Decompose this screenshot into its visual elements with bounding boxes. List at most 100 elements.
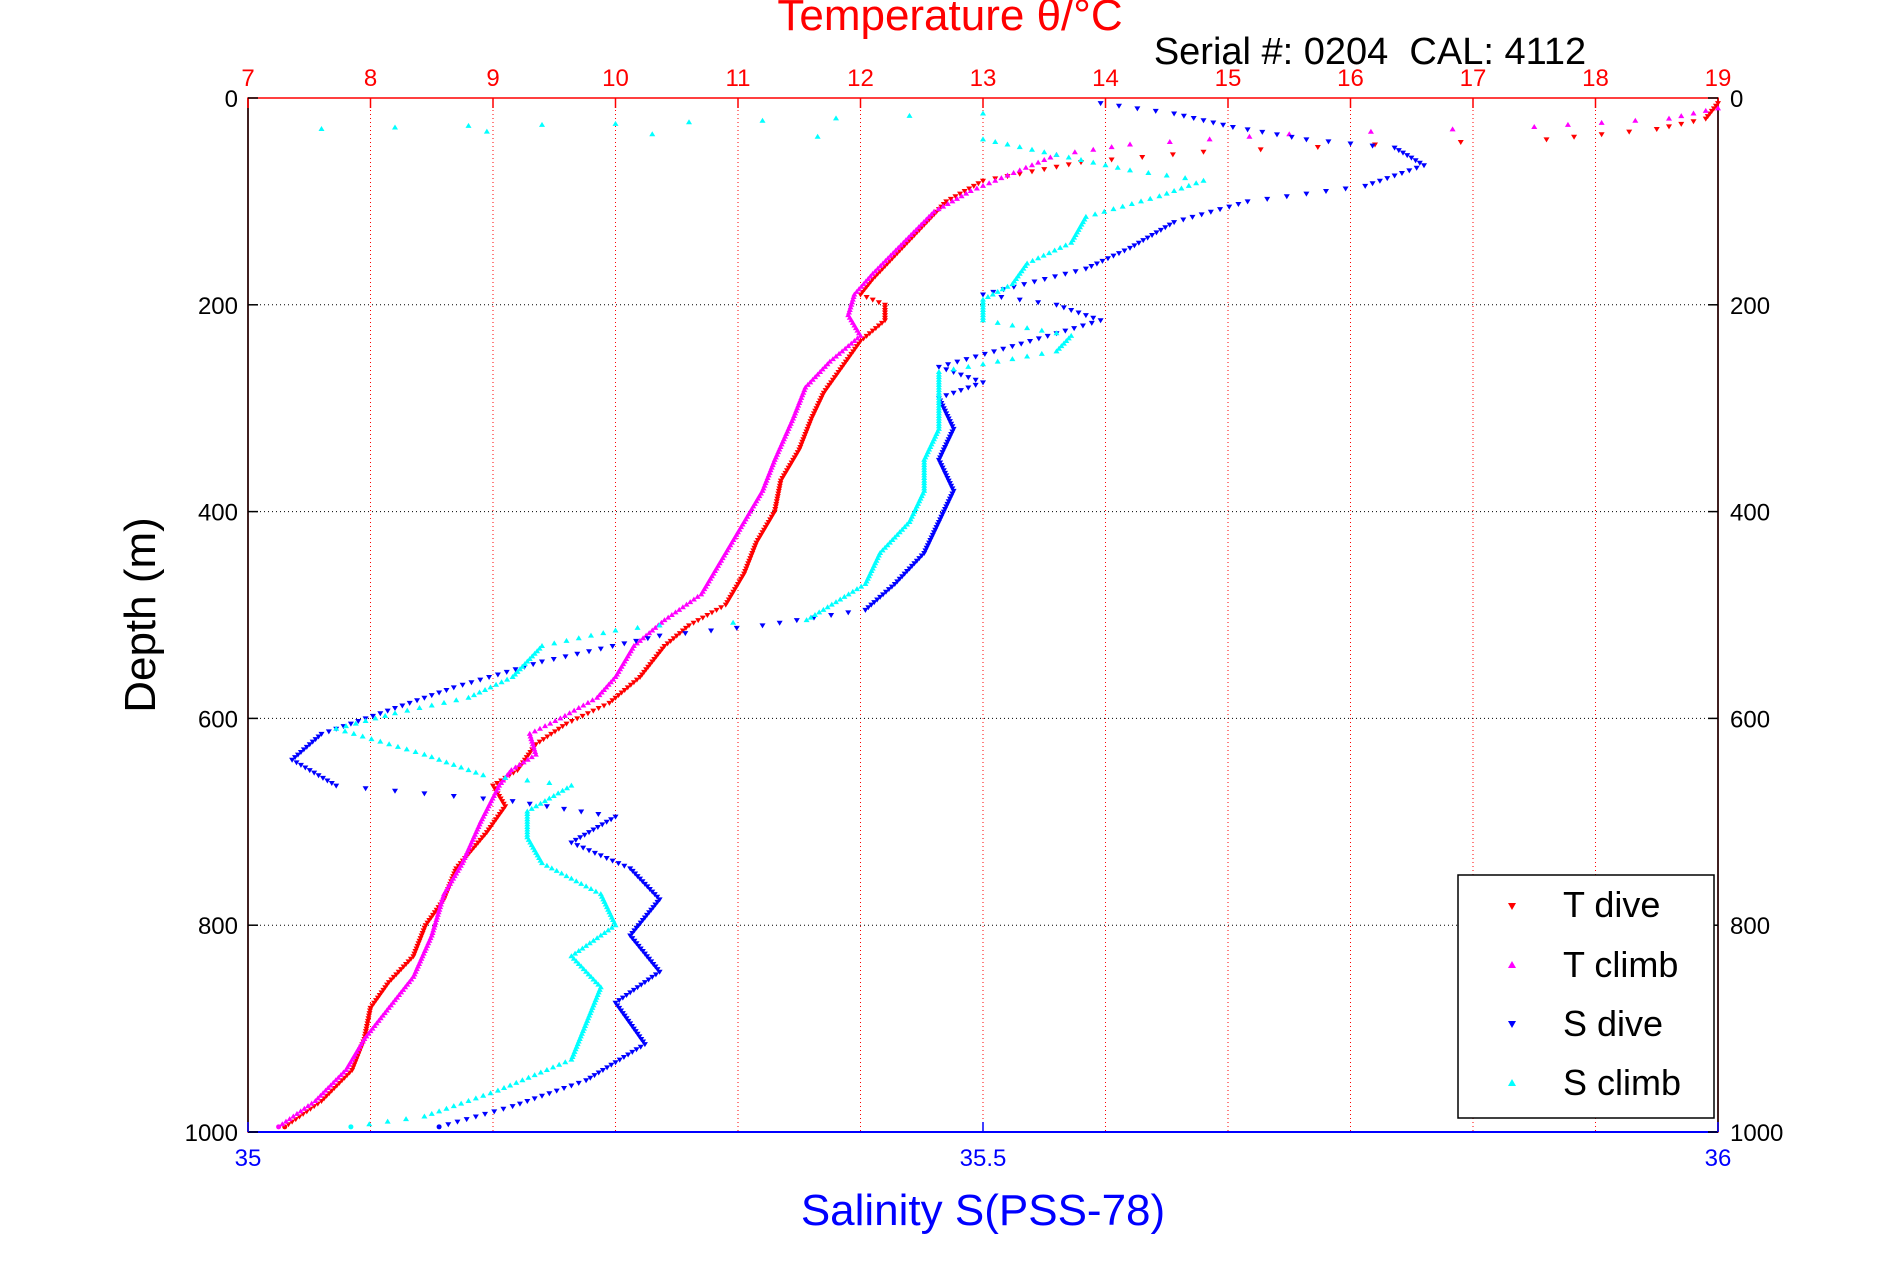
data-point xyxy=(848,351,855,357)
data-point xyxy=(591,850,598,856)
data-point xyxy=(450,793,457,799)
data-point xyxy=(652,972,659,978)
data-point xyxy=(773,499,780,505)
data-point xyxy=(450,1103,457,1109)
data-point xyxy=(575,1080,582,1086)
data-point xyxy=(608,924,615,930)
data-point xyxy=(1065,154,1072,160)
data-point xyxy=(290,1113,297,1119)
data-point xyxy=(471,692,478,698)
data-point xyxy=(1072,269,1079,275)
data-point xyxy=(1110,253,1117,259)
top-axis-title: Temperature θ/°C xyxy=(777,0,1122,40)
data-point xyxy=(420,928,427,934)
data-point xyxy=(374,995,381,1001)
data-point xyxy=(944,439,951,445)
data-point xyxy=(648,959,655,965)
data-point xyxy=(803,429,810,435)
data-point xyxy=(648,907,655,913)
data-point xyxy=(649,131,656,137)
data-point xyxy=(406,700,413,706)
data-point xyxy=(1060,340,1067,346)
data-point xyxy=(942,444,949,450)
data-point xyxy=(603,684,610,690)
data-point xyxy=(630,987,637,993)
data-point xyxy=(1531,123,1538,129)
data-point xyxy=(623,1016,630,1022)
data-point xyxy=(311,770,318,776)
data-point xyxy=(718,605,725,611)
y-axis-title: Depth (m) xyxy=(116,517,165,713)
data-point xyxy=(944,413,951,419)
data-point xyxy=(536,725,543,731)
data-point xyxy=(369,713,376,719)
data-point xyxy=(1408,155,1415,161)
data-point xyxy=(480,796,487,802)
data-point xyxy=(814,371,821,377)
data-point xyxy=(500,1106,507,1112)
data-point xyxy=(1040,252,1047,258)
data-point xyxy=(365,1013,372,1019)
data-point xyxy=(386,741,393,747)
data-point xyxy=(599,822,606,828)
data-point xyxy=(1016,171,1023,177)
data-point xyxy=(901,524,908,530)
data-point xyxy=(1016,167,1023,173)
data-point xyxy=(547,720,554,726)
data-point xyxy=(609,858,616,864)
data-point xyxy=(612,674,619,680)
data-point xyxy=(390,974,397,980)
data-point xyxy=(428,915,435,921)
data-point xyxy=(531,728,538,734)
data-point xyxy=(885,255,892,261)
data-point xyxy=(1024,325,1031,331)
data-point xyxy=(882,305,888,311)
data-point xyxy=(1035,159,1042,165)
data-point xyxy=(482,686,489,692)
data-point xyxy=(938,452,945,458)
data-point xyxy=(392,788,398,794)
data-point xyxy=(849,588,856,594)
data-point xyxy=(727,594,734,600)
data-point xyxy=(568,782,575,788)
data-point xyxy=(644,912,650,918)
data-point xyxy=(551,640,558,646)
data-point xyxy=(643,667,650,673)
data-point xyxy=(824,385,831,391)
data-point xyxy=(635,923,642,929)
data-point xyxy=(980,312,986,318)
data-point xyxy=(453,697,460,703)
data-point xyxy=(410,954,417,960)
data-point xyxy=(372,715,379,721)
data-point xyxy=(945,416,952,422)
data-point xyxy=(928,211,935,217)
data-point xyxy=(845,610,852,616)
data-point xyxy=(1097,318,1104,324)
data-point xyxy=(335,1074,342,1080)
data-point xyxy=(944,200,951,206)
data-point xyxy=(343,723,349,729)
data-point xyxy=(994,358,1001,364)
data-point xyxy=(563,785,570,791)
data-point xyxy=(918,221,925,227)
data-point xyxy=(512,667,519,673)
data-point xyxy=(921,462,928,468)
data-point xyxy=(604,1065,611,1071)
top-tick-label: 10 xyxy=(602,65,629,92)
data-point xyxy=(1666,115,1672,121)
data-point xyxy=(882,257,889,263)
legend-marker-t-climb xyxy=(1508,961,1516,968)
data-point xyxy=(302,765,309,771)
data-point xyxy=(753,540,760,546)
data-point xyxy=(377,738,384,744)
data-point xyxy=(1156,193,1163,199)
data-points xyxy=(276,101,1721,1130)
data-point xyxy=(416,938,423,944)
data-point xyxy=(989,291,996,297)
right-tick-label: 400 xyxy=(1730,500,1770,527)
data-point xyxy=(327,1082,334,1088)
data-point xyxy=(433,917,440,923)
data-point xyxy=(654,894,661,900)
data-point xyxy=(653,654,660,660)
data-point xyxy=(672,609,679,615)
